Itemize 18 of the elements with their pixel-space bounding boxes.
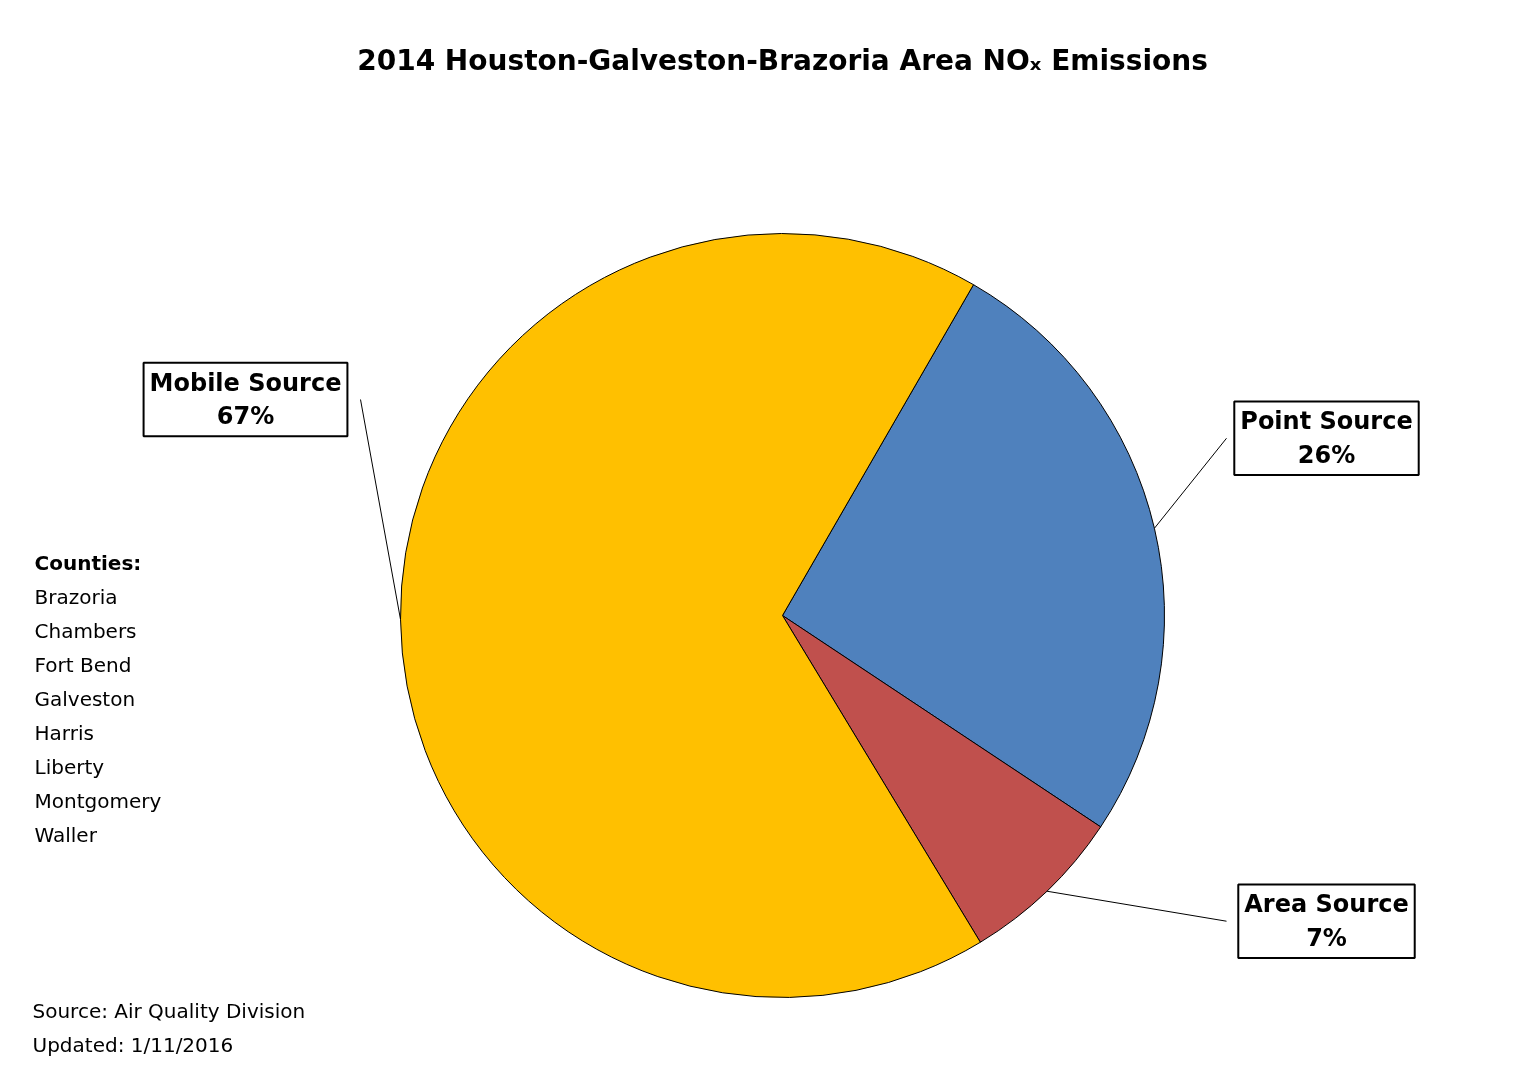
chart-title: 2014 Houston-Galveston-Brazoria Area NOₓ Emissions	[357, 44, 1208, 77]
text: Chambers	[34, 618, 137, 643]
text: Galveston	[34, 686, 136, 711]
slice-label: Mobile Source	[149, 368, 342, 397]
slice-label: Area Source	[1244, 890, 1409, 919]
data-label: 26%	[1297, 441, 1356, 470]
slice-label: Point Source	[1240, 407, 1413, 436]
data-label: 67%	[216, 402, 275, 431]
text: Updated: 1/11/2016	[32, 1032, 234, 1057]
text: Harris	[34, 720, 94, 745]
text: Montgomery	[34, 788, 162, 813]
source-note: Source: Air Quality Division	[32, 998, 306, 1023]
data-label: 7%	[1306, 924, 1347, 953]
text: Fort Bend	[34, 652, 132, 677]
text: Counties:	[34, 550, 142, 575]
text: Brazoria	[34, 584, 118, 609]
text: Liberty	[34, 754, 105, 779]
text: Waller	[34, 822, 98, 847]
